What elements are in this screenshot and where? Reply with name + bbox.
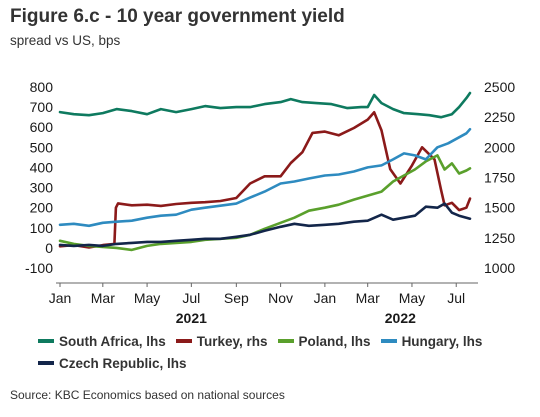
legend-label: South Africa, lhs (59, 333, 166, 349)
series-line-south-africa (58, 91, 472, 119)
right-axis-ticks: 1000 1250 1500 1750 2000 2250 2500 (484, 79, 515, 276)
x-axis-tick-label: Jan (314, 290, 337, 306)
legend-label: Turkey, rhs (196, 333, 268, 349)
legend-swatch (175, 339, 192, 343)
right-axis-tick-label: 1500 (484, 200, 515, 216)
x-axis-year-label: 2021 (176, 310, 207, 326)
legend-swatch (38, 361, 54, 365)
right-axis-tick-label: 2000 (484, 139, 515, 155)
legend-row-2: Czech Republic, lhs (38, 352, 533, 374)
left-axis-ticks: -100 0 100 200 300 400 500 600 700 800 (25, 79, 53, 276)
legend: South Africa, lhs Turkey, rhs Poland, lh… (38, 330, 533, 374)
x-axis-tick-label: Nov (268, 290, 293, 306)
x-axis-tick-label: Mar (91, 290, 115, 306)
chart-title: Figure 6.c - 10 year government yield (10, 6, 345, 27)
x-axis: Jan Mar May Jul Sep Nov Jan Mar May Jul 2021 2022 (49, 282, 478, 326)
right-axis-tick-label: 2500 (484, 79, 515, 95)
left-axis-tick-label: 200 (30, 200, 54, 216)
left-axis-tick-label: -100 (25, 260, 53, 276)
right-axis-tick-label: 2250 (484, 109, 515, 125)
x-axis-tick-label: Jan (49, 290, 72, 306)
x-axis-year-label: 2022 (385, 310, 416, 326)
x-axis-tick-label: Jul (447, 290, 465, 306)
right-axis-tick-label: 1250 (484, 230, 515, 246)
legend-swatch (380, 339, 397, 343)
left-axis-tick-label: 600 (30, 119, 54, 135)
left-axis-tick-label: 500 (30, 139, 54, 155)
series-line-turkey (58, 111, 472, 249)
left-axis-tick-label: 300 (30, 180, 54, 196)
legend-row-1: South Africa, lhs Turkey, rhs Poland, lh… (38, 330, 533, 352)
series-line-hungary (58, 127, 472, 228)
x-axis-tick-label: Mar (356, 290, 380, 306)
legend-item-czech-republic: Czech Republic, lhs (38, 356, 187, 371)
legend-item-hungary: Hungary, lhs (380, 333, 483, 349)
legend-swatch (38, 339, 54, 343)
legend-label: Poland, lhs (298, 333, 371, 349)
source-note: Source: KBC Economics based on national … (10, 388, 285, 402)
legend-label: Czech Republic, lhs (59, 355, 187, 371)
line-chart: -100 0 100 200 300 400 500 600 700 800 1000 1250 15… (25, 79, 515, 326)
left-axis-tick-label: 0 (45, 240, 53, 256)
left-axis-tick-label: 100 (30, 220, 54, 236)
legend-swatch (277, 339, 294, 343)
right-axis-tick-label: 1750 (484, 170, 515, 186)
legend-label: Hungary, lhs (401, 333, 483, 349)
right-axis-tick-label: 1000 (484, 260, 515, 276)
legend-item-turkey: Turkey, rhs (175, 333, 268, 349)
left-axis-tick-label: 700 (30, 99, 54, 115)
x-axis-tick-label: Sep (224, 290, 249, 306)
chart-subtitle: spread vs US, bps (10, 33, 121, 48)
x-axis-tick-label: May (399, 290, 425, 306)
legend-item-poland: Poland, lhs (277, 333, 371, 349)
series-line-czech-republic (58, 202, 472, 248)
x-axis-tick-label: May (134, 290, 160, 306)
x-axis-tick-label: Jul (182, 290, 200, 306)
legend-item-south-africa: South Africa, lhs (38, 334, 166, 349)
series-lines (58, 91, 472, 252)
left-axis-tick-label: 800 (30, 79, 54, 95)
left-axis-tick-label: 400 (30, 159, 54, 175)
series-line-poland (58, 154, 472, 252)
